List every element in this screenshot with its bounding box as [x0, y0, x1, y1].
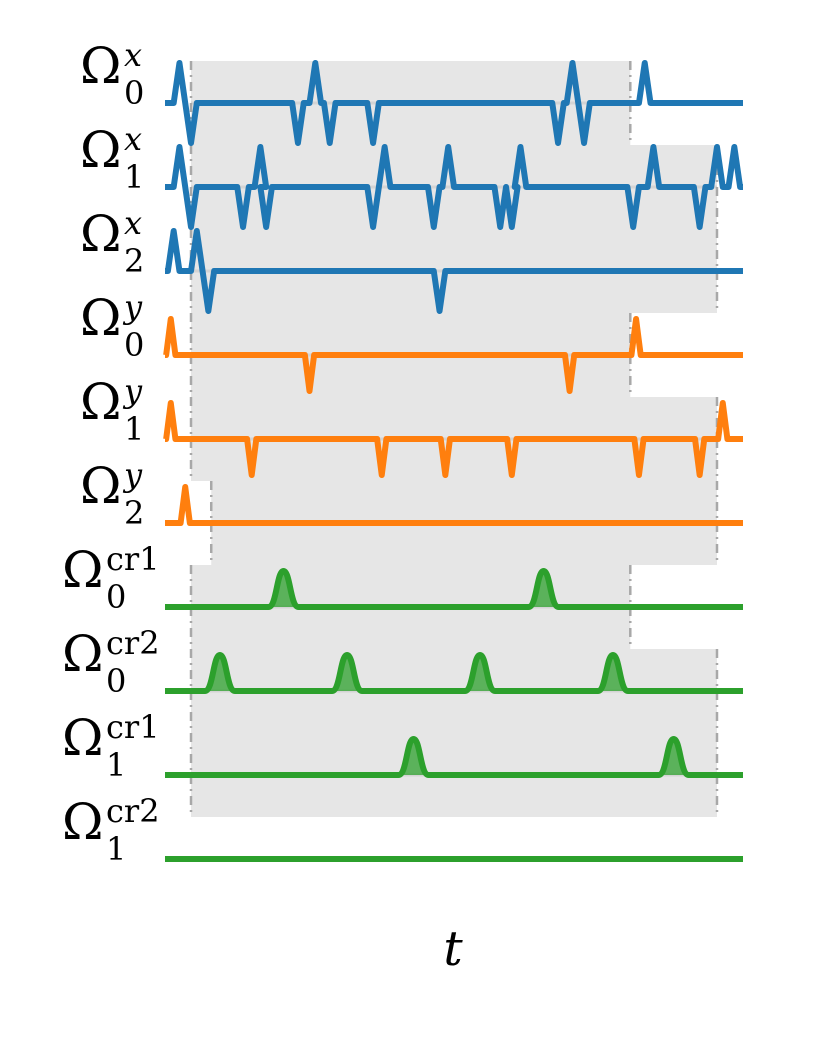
pulse-trace [164, 228, 743, 314]
row-label-symbol: Ω [80, 205, 121, 263]
row-label-superscript: cr2 [106, 624, 160, 662]
pulse-trace [165, 652, 743, 694]
row-label-superscript: x [124, 120, 142, 158]
trace-row-0 [165, 60, 743, 146]
pulse-trace [165, 144, 744, 230]
trace-row-3 [163, 316, 743, 394]
row-label-subscript: 1 [124, 158, 144, 196]
traces-layer [163, 60, 744, 862]
row-label-subscript: 1 [106, 830, 126, 868]
row-label-symbol: Ω [80, 121, 121, 179]
trace-row-7 [165, 652, 743, 694]
row-label-subscript: 0 [106, 662, 126, 700]
pulse-trace [165, 568, 743, 610]
row-label-superscript: x [124, 204, 142, 242]
row-label-symbol: Ω [80, 457, 121, 515]
row-label-superscript: cr1 [106, 708, 160, 746]
row-label-subscript: 0 [124, 326, 144, 364]
pulse-trace [165, 60, 743, 146]
row-label-superscript: cr1 [106, 540, 160, 578]
pulse-trace [165, 484, 743, 526]
row-label-superscript: y [122, 372, 143, 410]
row-label-superscript: cr2 [106, 792, 160, 830]
row-label-subscript: 0 [106, 578, 126, 616]
pulse-trace [163, 400, 743, 478]
pulse-trace [163, 316, 743, 394]
row-label-symbol: Ω [62, 709, 103, 767]
trace-row-1 [165, 144, 744, 230]
row-label-subscript: 2 [124, 242, 144, 280]
pulse-trace [165, 736, 743, 778]
row-label-symbol: Ω [80, 373, 121, 431]
trace-row-5 [165, 484, 743, 526]
row-label-subscript: 1 [124, 410, 144, 448]
row-label-symbol: Ω [80, 289, 121, 347]
row-label-symbol: Ω [62, 541, 103, 599]
row-label-symbol: Ω [80, 37, 121, 95]
trace-row-4 [163, 400, 743, 478]
row-label-superscript: y [122, 456, 143, 494]
x-axis-label: t [443, 921, 463, 977]
trace-row-2 [164, 228, 743, 314]
row-label-subscript: 2 [124, 494, 144, 532]
row-label-subscript: 1 [106, 746, 126, 784]
row-label-subscript: 0 [124, 74, 144, 112]
row-label-superscript: x [124, 36, 142, 74]
row-label-symbol: Ω [62, 625, 103, 683]
row-label-symbol: Ω [62, 793, 103, 851]
trace-row-6 [165, 568, 743, 610]
row-label-superscript: y [122, 288, 143, 326]
trace-row-8 [165, 736, 743, 778]
